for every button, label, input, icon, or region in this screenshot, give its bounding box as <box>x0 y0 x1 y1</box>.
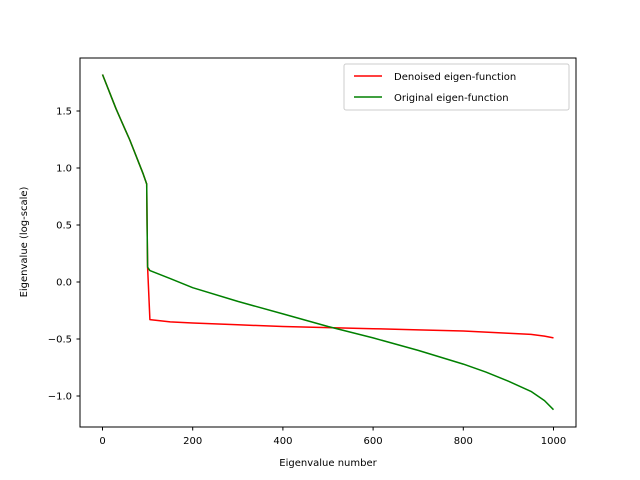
plot-frame <box>79 57 577 428</box>
series-line-original <box>101 74 555 411</box>
y-tick-label: −1.0 <box>48 392 72 403</box>
legend-label-denoised: Denoised eigen-function <box>394 72 516 83</box>
x-tick-label: 200 <box>183 436 202 447</box>
x-tick-label: 600 <box>364 436 383 447</box>
y-tick-label: 0.5 <box>56 221 72 232</box>
y-tick-label: 0.0 <box>56 278 72 289</box>
y-tick-label: 1.5 <box>56 107 72 118</box>
x-tick-label: 400 <box>273 436 292 447</box>
legend-box <box>343 63 570 111</box>
series-line-denoised <box>101 74 554 339</box>
plot-lines <box>101 74 555 411</box>
y-tick-label: 1.0 <box>56 164 72 175</box>
x-axis-ticks: 0 200 400 600 800 1000 <box>99 427 566 447</box>
y-tick-label: −0.5 <box>48 335 72 346</box>
x-axis-label: Eigenvalue number <box>279 458 377 469</box>
legend: Denoised eigen-function Original eigen-f… <box>343 63 570 111</box>
x-tick-label: 800 <box>454 436 473 447</box>
y-axis-ticks: −1.0 −0.5 0.0 0.5 1.0 1.5 <box>48 107 80 403</box>
y-axis-label: Eigenvalue (log-scale) <box>19 186 30 297</box>
x-tick-label: 0 <box>99 436 105 447</box>
legend-label-original: Original eigen-function <box>394 93 509 104</box>
x-tick-label: 1000 <box>541 436 566 447</box>
